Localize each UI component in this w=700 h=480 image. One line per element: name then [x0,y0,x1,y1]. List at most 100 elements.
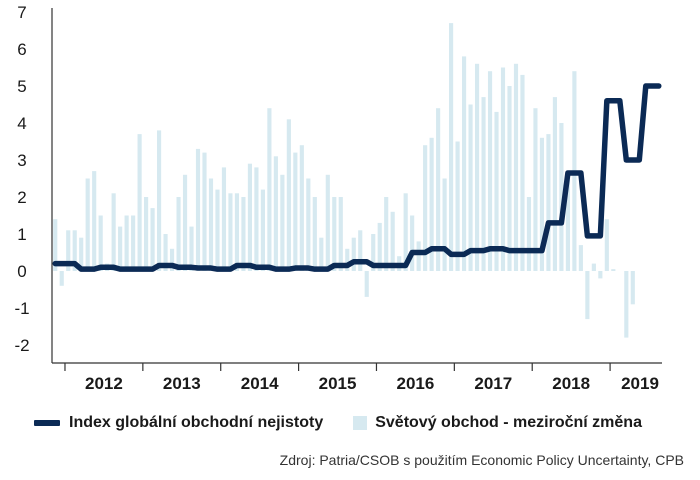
bar [111,193,116,271]
bar [332,197,337,271]
y-tick-label: -2 [14,336,29,355]
legend-bar-swatch [353,416,368,430]
bar [533,108,538,271]
bar [319,237,324,271]
bar [280,174,285,271]
bar [169,248,175,271]
x-tick-label: 2015 [319,374,357,393]
bar [416,241,421,271]
bar [98,215,103,271]
bar [345,248,350,271]
bar [449,23,454,271]
uncertainty-index-line [52,83,662,272]
bar [410,215,415,271]
bar [85,178,90,271]
bar [59,271,64,286]
bar [137,134,142,271]
bar [462,56,467,272]
bar [208,178,214,271]
bar [494,111,499,272]
y-tick-label: 0 [17,262,26,281]
bar [53,219,58,271]
bar [144,197,149,271]
x-tick-label: 2019 [621,374,659,393]
legend-line-swatch [34,420,60,426]
bar [500,67,506,271]
x-tick-label: 2018 [552,374,590,393]
bar [215,189,220,271]
bar [92,171,97,271]
legend-line-label: Index globální obchodní nejistoty [69,414,324,431]
bar [423,145,428,271]
bar [604,219,609,271]
bar [66,230,71,271]
y-tick-label: 5 [17,77,26,96]
bar [630,271,635,305]
bar [306,178,311,271]
bar [338,197,343,271]
bar [565,171,570,271]
bar [247,163,252,271]
bar [358,230,363,271]
bar [403,193,408,271]
bar [429,137,434,271]
bar [442,178,447,271]
bar [267,108,272,271]
bar [254,167,259,271]
bar [221,167,227,271]
bar [351,237,356,271]
bar [598,271,603,279]
y-tick-label: 4 [17,114,26,133]
bar [241,197,246,271]
bar [436,108,441,271]
bar [526,197,532,271]
bar [474,63,480,271]
x-tick-label: 2013 [163,374,201,393]
bar [195,148,201,271]
y-tick-label: 2 [17,188,26,207]
x-axis-ticks: 2012 2013 2014 2015 2016 2017 2018 2019 [64,363,659,393]
bar [585,271,590,320]
y-tick-label: -1 [14,299,29,318]
legend: Index globální obchodní nejistoty Světov… [34,414,642,432]
bar [513,63,519,271]
bar [325,174,330,271]
bar [546,134,551,271]
bar [273,156,278,271]
bar [507,86,512,271]
y-axis-ticks: 7 6 5 4 3 2 1 0 -1 -2 [14,3,29,355]
bar [481,97,486,271]
bar [118,226,123,271]
bar [72,230,77,271]
bar [371,234,376,271]
bar [293,152,298,271]
bar [624,271,629,338]
bar [611,269,616,271]
bar [384,197,389,271]
bar [559,123,564,271]
bar [552,97,557,271]
line-series [52,83,662,272]
bar [157,130,162,271]
bar [520,74,525,272]
bar [468,104,473,271]
bar [189,226,194,271]
y-tick-label: 3 [17,151,26,170]
bar [390,211,395,271]
bar [578,245,583,271]
bar [234,193,240,271]
bar [364,271,369,297]
bar [150,208,155,271]
bar [286,119,291,271]
bar [299,145,304,271]
x-tick-label: 2012 [85,374,123,393]
y-tick-label: 1 [17,225,26,244]
bar [79,237,84,271]
bar [202,152,207,271]
bar [163,234,168,271]
bar-series [53,23,635,338]
bar [131,215,136,271]
bar [312,197,317,271]
bar [455,141,460,271]
